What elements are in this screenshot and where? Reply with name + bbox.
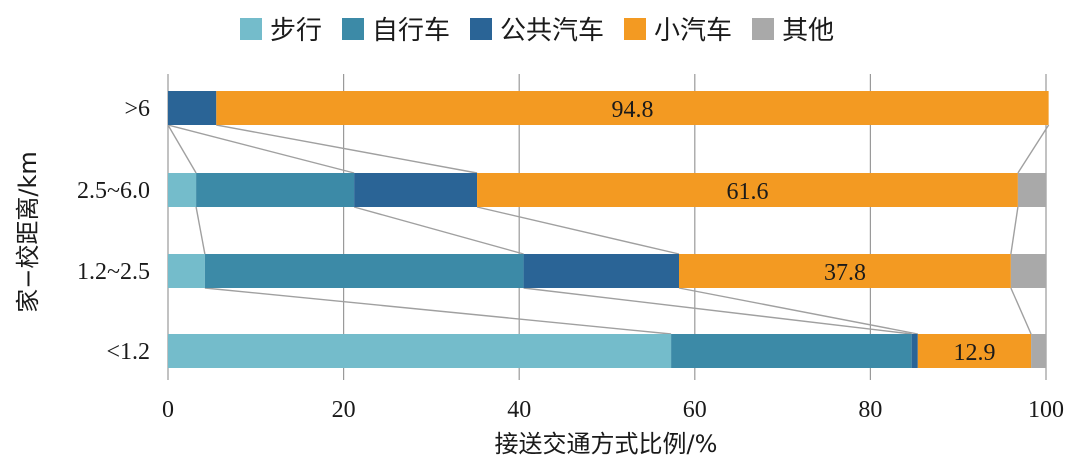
- bars: [168, 91, 1049, 368]
- data-label: 12.9: [953, 340, 995, 366]
- bar-1-2-series-3: [917, 334, 1032, 368]
- connector-line: [216, 124, 478, 174]
- bar-1-2-series-0: [168, 334, 672, 368]
- bar-2-5-6-0-series-1: [196, 173, 355, 207]
- legend-label: 自行车: [372, 16, 451, 46]
- data-label: 94.8: [611, 97, 653, 123]
- legend-label: 其他: [782, 16, 835, 46]
- x-tick-label: 60: [683, 397, 707, 423]
- x-tick-label: 20: [332, 397, 356, 423]
- connector-line: [1010, 287, 1032, 335]
- x-tick-label: 100: [1028, 397, 1064, 423]
- data-label: 61.6: [726, 179, 768, 205]
- bar-1-2-series-1: [671, 334, 912, 368]
- bar-1-2-2-5-series-4: [1010, 254, 1046, 288]
- y-axis-ticks: >6 2.5~6.0 1.2~2.5 <1.2: [77, 96, 150, 365]
- bar-1-2-2-5-series-3: [678, 254, 1011, 288]
- legend-swatch: [752, 17, 775, 40]
- y-axis-label: 家−校距离/km: [14, 151, 42, 312]
- bar-2-5-6-0-series-4: [1017, 173, 1046, 207]
- legend-label: 步行: [270, 16, 323, 46]
- x-tick-label: 40: [507, 397, 531, 423]
- series-connector-lines: [167, 124, 1050, 335]
- connector-line: [167, 124, 355, 174]
- connector-line: [1017, 124, 1050, 174]
- legend-swatch: [470, 17, 493, 40]
- connector-line: [195, 206, 206, 255]
- legend-swatch: [342, 17, 365, 40]
- bar-data-labels: 94.8 61.6 37.8 12.9: [611, 97, 995, 366]
- bar-2-5-6-0-series-0: [168, 173, 197, 207]
- bar-2-5-6-0-series-2: [354, 173, 478, 207]
- y-tick-label: 2.5~6.0: [77, 178, 150, 204]
- legend-item: 自行车: [342, 10, 450, 47]
- bar-2-5-6-0-series-3: [477, 173, 1018, 207]
- bar-1-2-series-4: [1031, 334, 1046, 368]
- legend-item: 小汽车: [624, 10, 732, 47]
- data-label: 37.8: [824, 260, 866, 286]
- connector-line: [1010, 206, 1019, 255]
- connector-line: [167, 124, 197, 174]
- bar-6-series-2: [168, 91, 217, 125]
- legend-item: 公共汽车: [470, 10, 604, 47]
- legend-label: 公共汽车: [500, 16, 605, 46]
- legend-item: 其他: [752, 10, 834, 47]
- legend-swatch: [240, 17, 262, 40]
- bar-1-2-2-5-series-2: [523, 254, 679, 288]
- legend-label: 小汽车: [654, 16, 733, 46]
- y-tick-label: >6: [124, 96, 150, 122]
- x-tick-label: 80: [858, 397, 882, 423]
- bar-1-2-2-5-series-1: [204, 254, 524, 288]
- bar-1-2-2-5-series-0: [168, 254, 205, 288]
- legend: 步行 自行车 公共汽车 小汽车 其他: [240, 10, 834, 47]
- bar-1-2-series-2: [911, 334, 918, 368]
- connector-line: [476, 206, 680, 255]
- connector-line: [204, 287, 672, 335]
- legend-swatch: [624, 17, 647, 40]
- connector-line: [523, 287, 912, 335]
- x-tick-label: 0: [162, 397, 174, 423]
- bar-6-series-3: [216, 91, 1049, 125]
- connector-line: [678, 287, 918, 335]
- x-axis-label: 接送交通方式比例/%: [495, 430, 718, 458]
- legend-item: 步行: [240, 10, 322, 47]
- y-tick-label: 1.2~2.5: [77, 259, 150, 285]
- y-tick-label: <1.2: [106, 339, 150, 365]
- x-axis-ticks: 0 20 40 60 80 100: [162, 397, 1064, 423]
- connector-line: [353, 206, 524, 255]
